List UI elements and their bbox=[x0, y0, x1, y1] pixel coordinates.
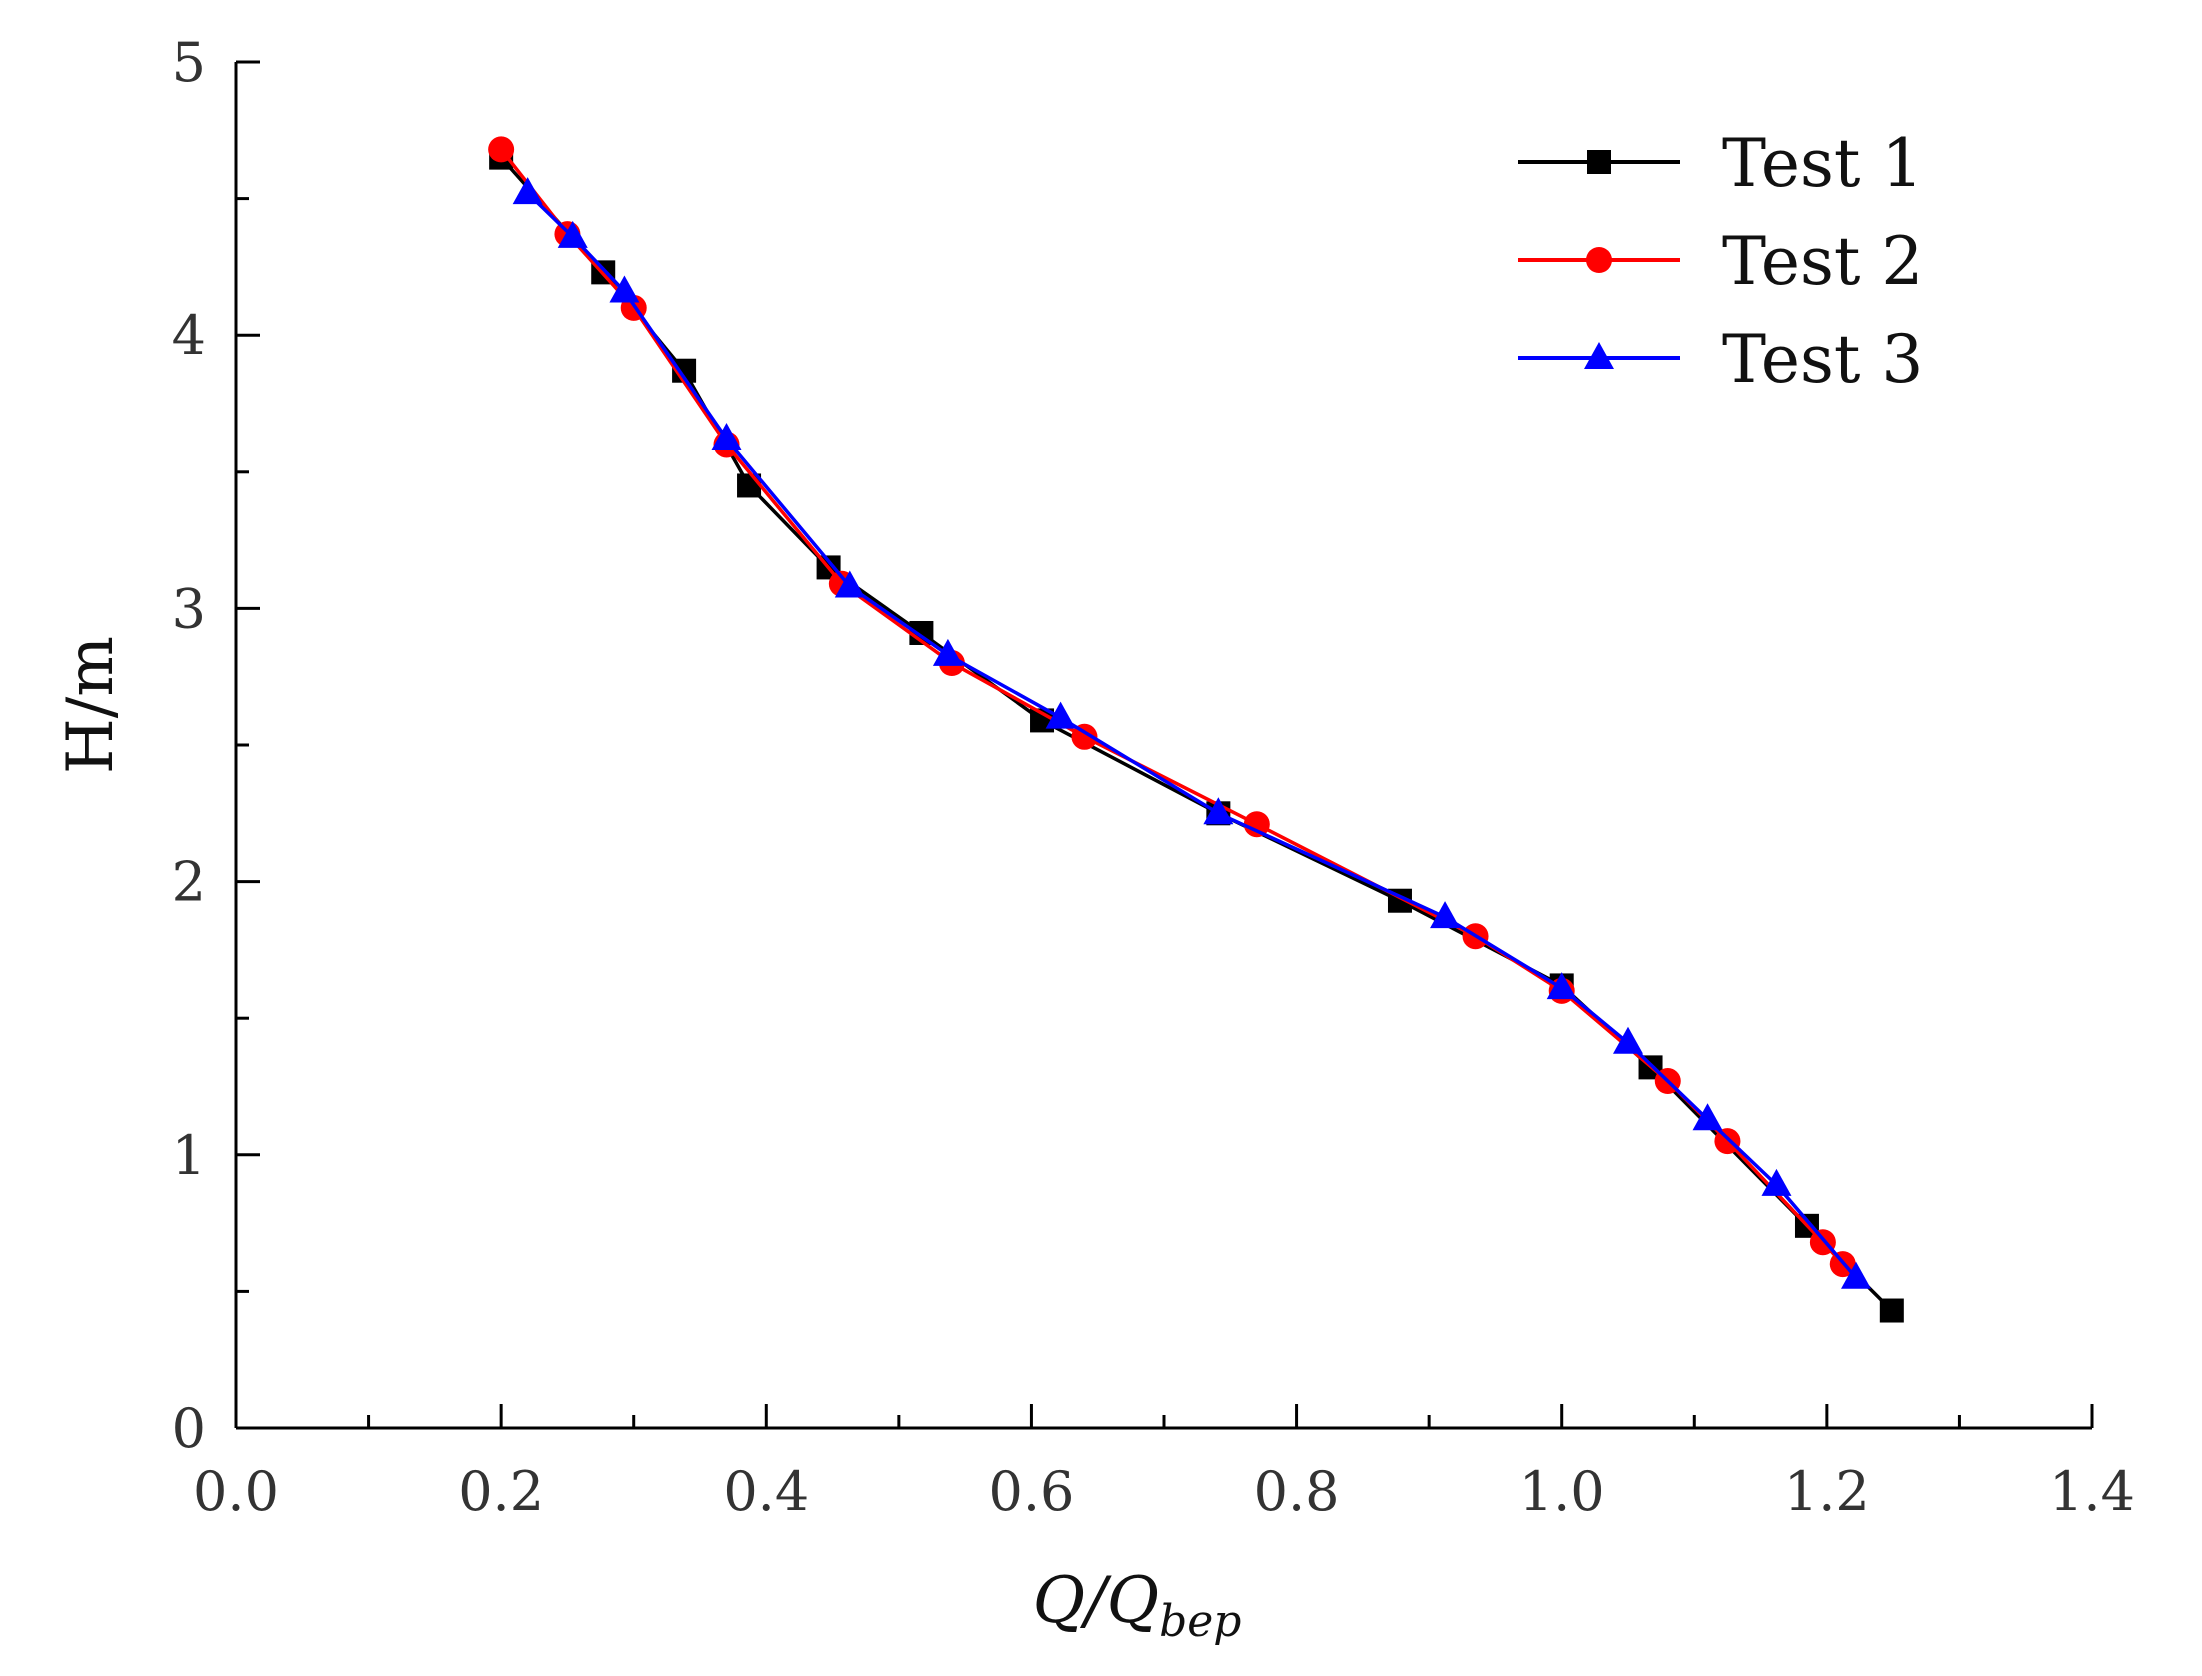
x-tick-label: 1.2 bbox=[1784, 1460, 1870, 1523]
series-3 bbox=[512, 177, 1872, 1289]
data-point bbox=[1761, 1168, 1792, 1196]
data-point bbox=[1203, 797, 1234, 825]
data-point bbox=[512, 177, 543, 205]
x-axis-title: Q/Qbep bbox=[1033, 1564, 1242, 1647]
data-point bbox=[1692, 1103, 1723, 1131]
data-point bbox=[1714, 1128, 1741, 1155]
y-tick-label: 3 bbox=[172, 577, 206, 640]
data-point bbox=[1613, 1026, 1643, 1054]
x-tick-label: 0.6 bbox=[988, 1460, 1074, 1523]
x-axis-title-subscript: bep bbox=[1159, 1596, 1241, 1647]
y-tick-label: 5 bbox=[172, 31, 206, 94]
y-tick-label: 4 bbox=[172, 304, 206, 367]
series-layer bbox=[488, 136, 1904, 1323]
x-tick-label: 1.4 bbox=[2049, 1460, 2135, 1523]
x-tick-label: 0.0 bbox=[193, 1460, 279, 1523]
data-point bbox=[1430, 901, 1461, 929]
x-tick-label: 0.2 bbox=[458, 1460, 544, 1523]
legend-label: Test 1 bbox=[1722, 125, 1923, 202]
data-point bbox=[1243, 811, 1270, 838]
x-axis-title-main: Q/Q bbox=[1033, 1564, 1160, 1638]
y-tick-label: 1 bbox=[172, 1124, 206, 1187]
data-point bbox=[1546, 972, 1577, 1000]
legend-label: Test 2 bbox=[1722, 223, 1923, 300]
legend-marker bbox=[1584, 342, 1614, 369]
data-point bbox=[1879, 1298, 1904, 1323]
data-point bbox=[932, 638, 963, 666]
data-point bbox=[1841, 1261, 1872, 1289]
y-axis-title: H/m bbox=[54, 636, 128, 774]
axes: 0.0 0.2 0.4 0.6 0.8 1.0 1.2 1.4 0 1 2 3 4 5 bbox=[172, 31, 2135, 1523]
series-line bbox=[526, 191, 1858, 1279]
data-point bbox=[557, 220, 588, 248]
legend-label: Test 3 bbox=[1722, 321, 1923, 398]
data-point bbox=[1071, 723, 1098, 750]
y-tick-label: 0 bbox=[172, 1397, 206, 1460]
data-point bbox=[711, 423, 742, 451]
x-tick-label: 0.4 bbox=[723, 1460, 809, 1523]
x-tick-label: 1.0 bbox=[1519, 1460, 1605, 1523]
data-point bbox=[488, 136, 515, 163]
legend-item: Test 1 bbox=[1518, 125, 1923, 202]
y-tick-label: 2 bbox=[172, 851, 206, 914]
data-point bbox=[834, 570, 865, 598]
legend-marker bbox=[1586, 247, 1612, 273]
legend-item: Test 2 bbox=[1518, 223, 1923, 300]
legend-item: Test 3 bbox=[1518, 321, 1923, 398]
x-tick-label: 0.8 bbox=[1254, 1460, 1340, 1523]
data-point bbox=[1045, 701, 1076, 729]
data-point bbox=[609, 275, 640, 303]
legend-marker bbox=[1587, 150, 1611, 174]
legend: Test 1 Test 2 Test 3 bbox=[1518, 125, 1923, 398]
